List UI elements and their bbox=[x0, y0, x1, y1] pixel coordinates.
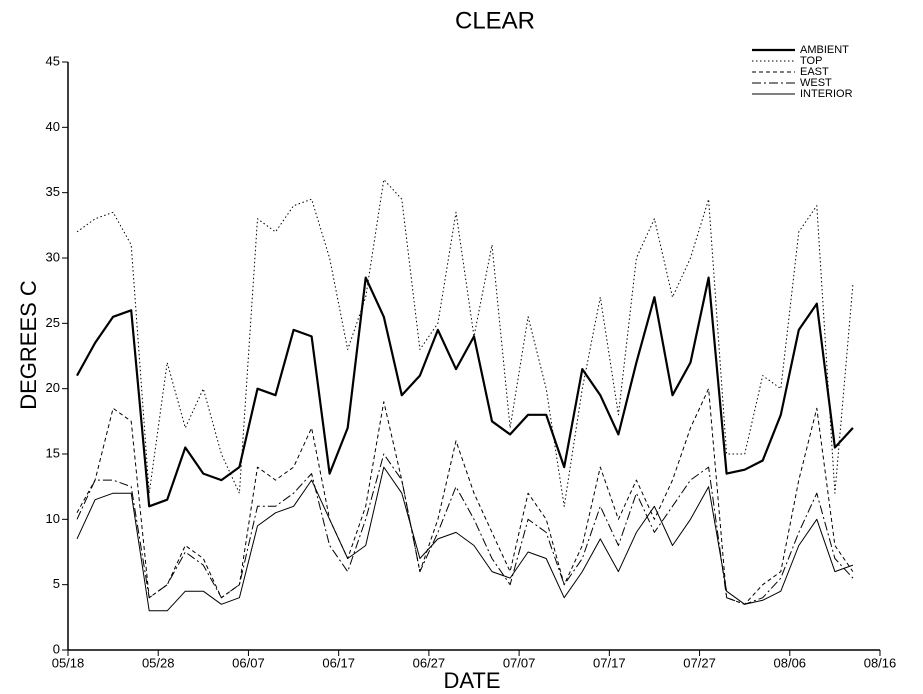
legend-label: AMBIENT bbox=[800, 44, 849, 56]
y-tick-label: 10 bbox=[46, 511, 60, 526]
y-tick-label: 25 bbox=[46, 315, 60, 330]
y-tick-label: 0 bbox=[53, 641, 60, 656]
x-tick-label: 07/07 bbox=[503, 655, 536, 670]
y-axis-label: DEGREES C bbox=[16, 280, 41, 410]
legend-label: INTERIOR bbox=[800, 88, 853, 100]
y-tick-label: 30 bbox=[46, 249, 60, 264]
x-tick-label: 05/18 bbox=[52, 655, 85, 670]
x-tick-label: 06/07 bbox=[232, 655, 265, 670]
y-tick-label: 15 bbox=[46, 445, 60, 460]
y-tick-label: 5 bbox=[53, 576, 60, 591]
x-tick-label: 08/06 bbox=[774, 655, 807, 670]
x-axis-label: DATE bbox=[443, 668, 500, 693]
y-tick-label: 35 bbox=[46, 184, 60, 199]
legend-label: EAST bbox=[800, 66, 829, 78]
y-tick-label: 20 bbox=[46, 380, 60, 395]
series-line bbox=[76, 276, 854, 508]
x-tick-label: 07/27 bbox=[683, 655, 716, 670]
series-line bbox=[76, 466, 854, 612]
x-tick-label: 06/27 bbox=[413, 655, 446, 670]
x-tick-label: 06/17 bbox=[322, 655, 355, 670]
y-tick-label: 45 bbox=[46, 53, 60, 68]
x-tick-label: 05/28 bbox=[142, 655, 175, 670]
x-tick-label: 07/17 bbox=[593, 655, 626, 670]
legend-label: WEST bbox=[800, 77, 832, 89]
legend-label: TOP bbox=[800, 55, 822, 67]
series-line bbox=[76, 453, 854, 605]
series-line bbox=[76, 388, 854, 605]
chart-title: CLEAR bbox=[455, 7, 535, 34]
y-tick-label: 40 bbox=[46, 119, 60, 134]
x-tick-label: 08/16 bbox=[864, 655, 897, 670]
